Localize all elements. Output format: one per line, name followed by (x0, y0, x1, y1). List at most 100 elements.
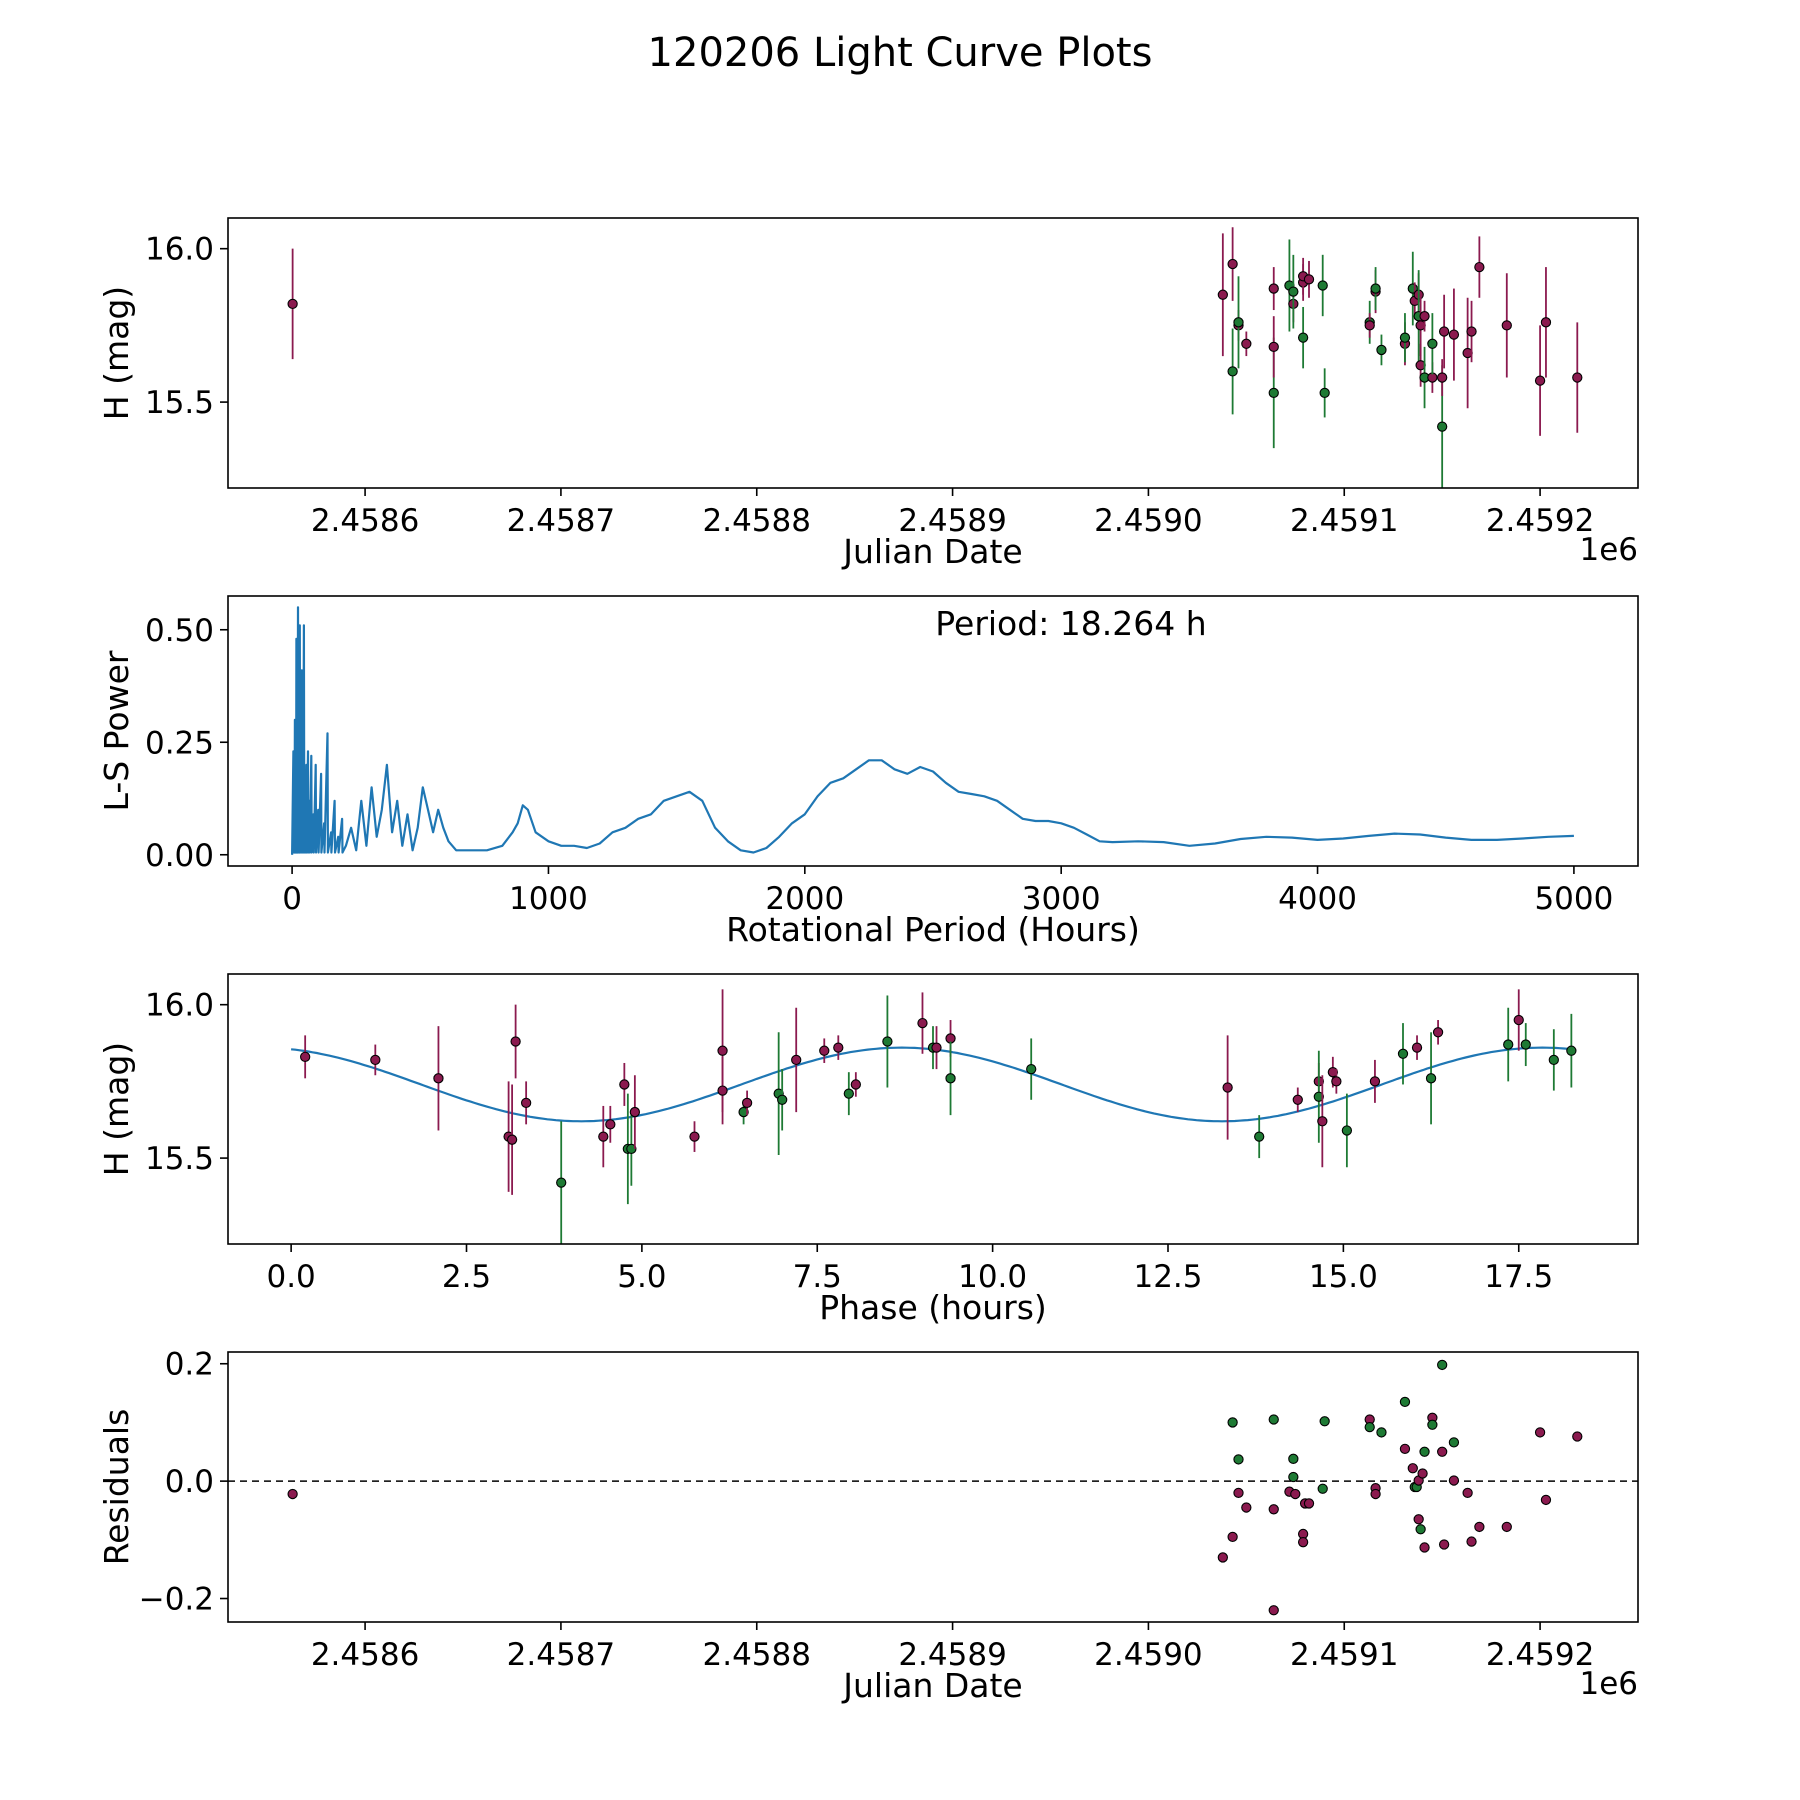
lightcurve-point (1399, 332, 1411, 343)
phase-x-ticks: 0.0 2.5 5.0 7.5 10.0 12.5 15.0 17.5 (266, 1244, 1553, 1295)
periodogram-x-tick-label: 2000 (765, 881, 844, 917)
lightcurve-y-ticks: 15.5 16.0 (145, 232, 228, 421)
residuals-point (1437, 1359, 1448, 1371)
phase-point (819, 1045, 830, 1056)
residuals-point (1474, 1521, 1485, 1533)
lightcurve-x-label: Julian Date (841, 532, 1023, 571)
phase-point (931, 1042, 942, 1053)
phase-axes-frame (227, 973, 1639, 1245)
phase-x-tick-label: 2.5 (442, 1259, 491, 1295)
lightcurve-point (1303, 274, 1315, 285)
lightcurve-y-tick-label: 16.0 (145, 232, 214, 268)
periodogram-x-tick-label: 3000 (1022, 881, 1101, 917)
phase-point (1513, 1014, 1524, 1026)
residuals-x-tick-label: 2.4587 (507, 1637, 615, 1673)
phase-x-tick-label: 10.0 (958, 1259, 1027, 1295)
residuals-point (1217, 1552, 1228, 1563)
residuals-point (1438, 1539, 1450, 1550)
residuals-point (1268, 1504, 1279, 1515)
periodogram-x-label: Rotational Period (Hours) (726, 910, 1140, 949)
lightcurve-point (1227, 366, 1238, 377)
lightcurve-point (1534, 375, 1546, 386)
phase-point (433, 1073, 444, 1084)
phase-point (850, 1079, 861, 1090)
lightcurve-x-tick-label: 2.4592 (1486, 503, 1594, 539)
periodogram-power-line (291, 606, 1574, 855)
phase-point (843, 1088, 854, 1099)
lightcurve-x-tick-label: 2.4589 (898, 503, 1006, 539)
periodogram-marks (291, 606, 1574, 855)
phase-point (1548, 1054, 1559, 1066)
residuals-point (1466, 1536, 1477, 1547)
phase-y-ticks: 15.5 16.0 (145, 988, 228, 1177)
phase-point (1331, 1076, 1342, 1087)
lightcurve-point (1364, 320, 1375, 331)
figure-title: 120206 Light Curve Plots (648, 30, 1153, 76)
residuals-x-tick-label: 2.4589 (898, 1637, 1006, 1673)
residuals-point (1399, 1443, 1411, 1454)
periodogram-annotation: Period: 18.264 h (935, 604, 1206, 643)
lightcurve-point (1297, 332, 1309, 343)
lightcurve-point (1540, 317, 1552, 328)
phase-point (1292, 1094, 1303, 1105)
residuals-point (1448, 1437, 1460, 1448)
residuals-point (1540, 1494, 1552, 1506)
residuals-point (1413, 1514, 1424, 1525)
residuals-y-ticks: −0.2 0.0 0.2 (139, 1347, 228, 1618)
residuals-point (1448, 1475, 1460, 1486)
phase-point (1503, 1039, 1514, 1050)
phase-point (629, 1106, 641, 1118)
residuals-y-tick-label: 0.2 (165, 1347, 214, 1383)
lightcurve-y-tick-label: 15.5 (145, 385, 214, 421)
lightcurve-point (1268, 387, 1279, 399)
phase-point (605, 1119, 616, 1130)
residuals-point (1241, 1502, 1252, 1513)
residuals-offset-text: 1e6 (1579, 1666, 1638, 1702)
phase-y-tick-label: 15.5 (145, 1141, 214, 1177)
phase-y-label: H (mag) (97, 1042, 136, 1176)
phase-point (1222, 1082, 1233, 1093)
phase-point (598, 1131, 609, 1142)
residuals-point (1419, 1542, 1430, 1553)
phase-point (833, 1042, 844, 1053)
residuals-x-tick-label: 2.4586 (311, 1637, 419, 1673)
residuals-y-tick-label: 0.0 (165, 1464, 214, 1500)
phase-point (1520, 1039, 1531, 1050)
phase-point (1313, 1091, 1324, 1102)
periodogram-x-ticks: 0 1000 2000 3000 4000 5000 (282, 866, 1613, 917)
lightcurve-point (1448, 329, 1460, 340)
periodogram-x-tick-label: 0 (282, 881, 302, 917)
lightcurve-point (1217, 289, 1228, 300)
lightcurve-offset-text: 1e6 (1579, 532, 1638, 568)
phase-point (510, 1036, 521, 1047)
lightcurve-point (1227, 258, 1238, 270)
panel-residuals: 2.4586 2.4587 2.4588 2.4589 2.4590 2.4591 2.45… (97, 1347, 1639, 1705)
panel-periodogram: 0 1000 2000 3000 4000 5000 0.00 0.25 0.50 Perio… (97, 595, 1639, 949)
phase-point (1566, 1045, 1577, 1056)
phase-point (1026, 1063, 1037, 1075)
residuals-point (1419, 1446, 1430, 1457)
lightcurve-point (1501, 320, 1512, 331)
residuals-point (1427, 1419, 1438, 1430)
phase-point (300, 1051, 311, 1062)
phase-x-tick-label: 5.0 (617, 1259, 666, 1295)
phase-point (1411, 1042, 1423, 1053)
residuals-point (1233, 1454, 1244, 1465)
lightcurve-point (1427, 338, 1438, 349)
phase-point (741, 1097, 753, 1109)
residuals-x-tick-label: 2.4591 (1290, 1637, 1398, 1673)
phase-x-tick-label: 0.0 (266, 1259, 315, 1295)
phase-x-tick-label: 12.5 (1133, 1259, 1202, 1295)
lightcurve-point (1438, 326, 1450, 337)
residuals-point (1288, 1453, 1299, 1464)
lightcurve-x-tick-label: 2.4588 (703, 503, 811, 539)
residuals-point (1319, 1416, 1330, 1427)
phase-point (1397, 1048, 1409, 1059)
phase-x-label: Phase (hours) (819, 1288, 1047, 1327)
residuals-x-tick-label: 2.4592 (1486, 1637, 1594, 1673)
residuals-point (1268, 1605, 1279, 1616)
phase-point (738, 1106, 749, 1118)
residuals-point (1415, 1524, 1426, 1535)
phase-point (917, 1017, 928, 1029)
